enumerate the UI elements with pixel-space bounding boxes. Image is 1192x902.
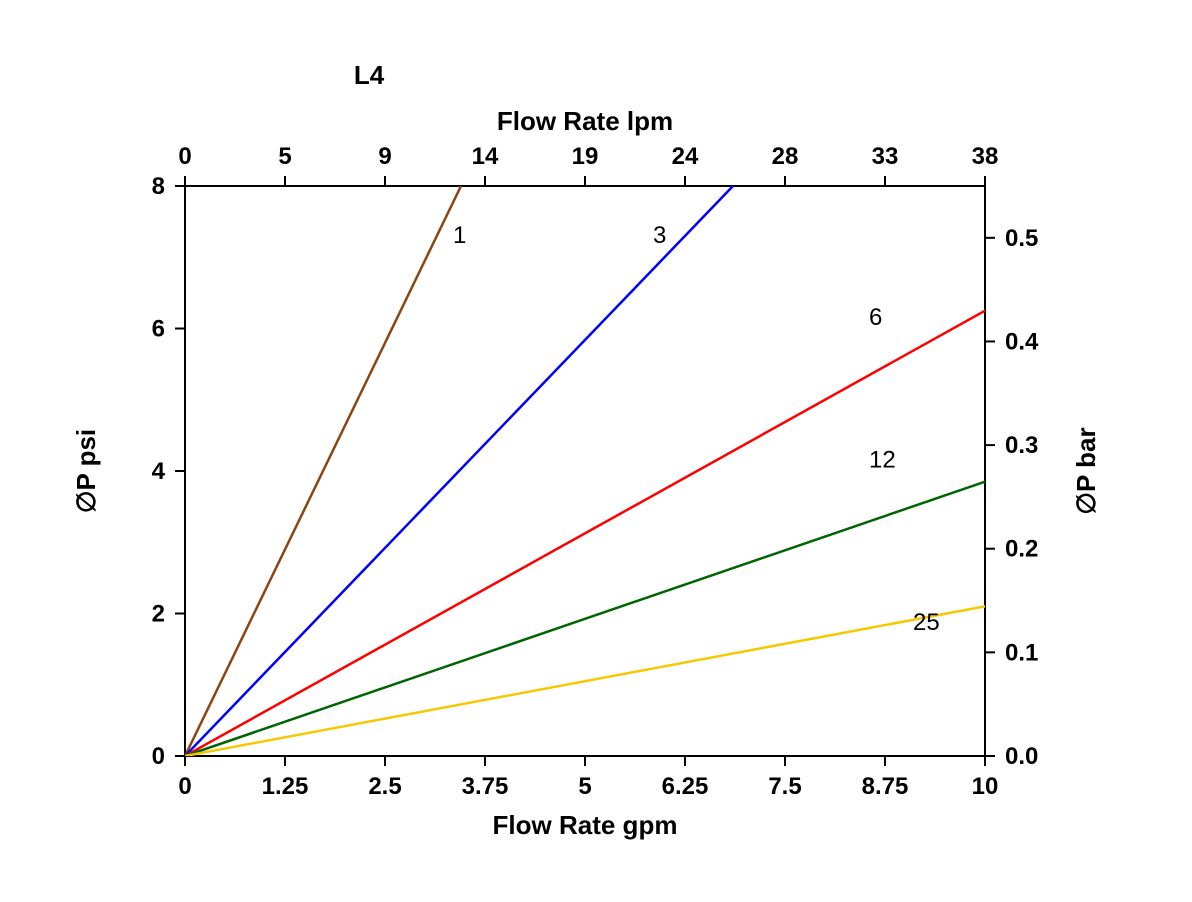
- series-label-3: 3: [653, 222, 666, 249]
- y-left-tick-label: 8: [152, 173, 165, 200]
- x-bottom-tick-label: 2.5: [368, 773, 401, 800]
- series-label-1: 1: [453, 222, 466, 249]
- x-top-tick-label: 14: [472, 143, 499, 170]
- y-right-tick-label: 0.5: [1005, 225, 1038, 252]
- series-line-1: [185, 186, 461, 756]
- y-right-tick-label: 0.4: [1005, 328, 1039, 355]
- series-line-6: [185, 311, 985, 756]
- series-line-25: [185, 606, 985, 756]
- y-right-tick-label: 0.1: [1005, 639, 1038, 666]
- y-right-tick-label: 0.0: [1005, 743, 1038, 770]
- x-top-axis-label: Flow Rate lpm: [497, 106, 673, 136]
- series-line-3: [185, 186, 733, 756]
- x-top-tick-label: 19: [572, 143, 599, 170]
- y-right-tick-label: 0.3: [1005, 432, 1038, 459]
- x-bottom-tick-label: 0: [178, 773, 191, 800]
- x-top-tick-label: 28: [772, 143, 799, 170]
- x-top-tick-label: 5: [278, 143, 291, 170]
- y-right-axis-label: ∅P bar: [1071, 427, 1101, 514]
- x-bottom-tick-label: 3.75: [462, 773, 509, 800]
- x-bottom-tick-label: 7.5: [768, 773, 801, 800]
- plot-area: [185, 186, 985, 756]
- x-top-tick-label: 9: [378, 143, 391, 170]
- y-right-tick-label: 0.2: [1005, 536, 1038, 563]
- x-bottom-tick-label: 10: [972, 773, 999, 800]
- chart-container: 01.252.53.7556.257.58.7510Flow Rate gpm0…: [0, 0, 1192, 902]
- series-group: [185, 186, 985, 756]
- y-left-axis-label: ∅P psi: [71, 429, 101, 513]
- series-label-12: 12: [869, 446, 896, 473]
- x-top-tick-label: 24: [672, 143, 699, 170]
- x-bottom-tick-label: 6.25: [662, 773, 709, 800]
- x-bottom-tick-label: 5: [578, 773, 591, 800]
- series-label-25: 25: [913, 609, 940, 636]
- y-left-tick-label: 0: [152, 743, 165, 770]
- y-left-tick-label: 6: [152, 316, 165, 343]
- chart-svg: 01.252.53.7556.257.58.7510Flow Rate gpm0…: [0, 0, 1192, 902]
- series-line-12: [185, 482, 985, 756]
- chart-title: L4: [354, 60, 385, 90]
- x-bottom-tick-label: 8.75: [862, 773, 909, 800]
- series-label-6: 6: [869, 304, 882, 331]
- y-left-tick-label: 4: [152, 458, 166, 485]
- y-left-tick-label: 2: [152, 601, 165, 628]
- x-bottom-axis-label: Flow Rate gpm: [493, 810, 678, 840]
- x-bottom-tick-label: 1.25: [262, 773, 309, 800]
- x-top-tick-label: 0: [178, 143, 191, 170]
- x-top-tick-label: 33: [872, 143, 899, 170]
- x-top-tick-label: 38: [972, 143, 999, 170]
